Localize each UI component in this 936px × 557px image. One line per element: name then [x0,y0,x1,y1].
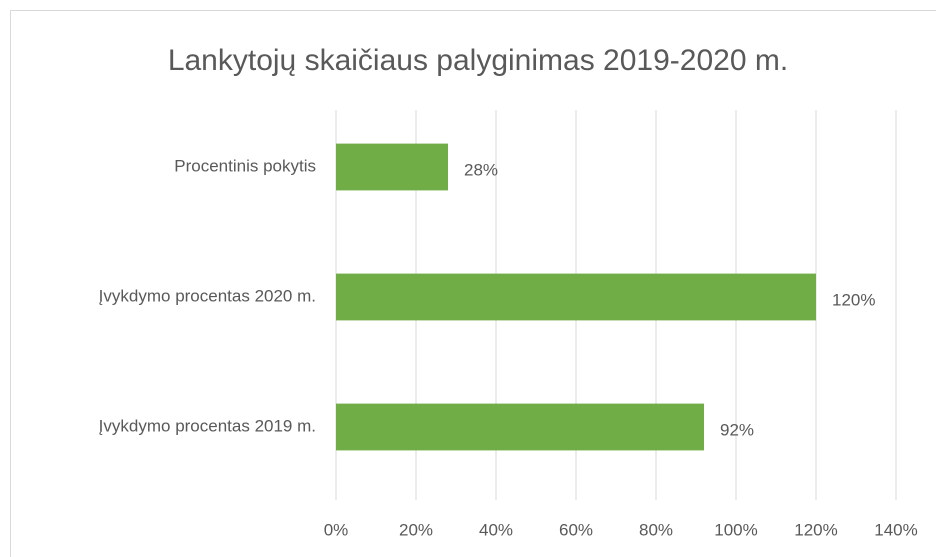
chart-title: Lankytojų skaičiaus palyginimas 2019-202… [168,44,788,77]
x-tick-label: 20% [399,520,433,539]
x-tick-label: 40% [479,520,513,539]
y-tick-label: Įvykdymo procentas 2019 m. [99,416,316,435]
bar [336,403,704,451]
x-tick-label: 60% [559,520,593,539]
x-tick-label: 100% [714,520,757,539]
bar [336,273,816,321]
data-label: 28% [464,160,498,179]
bar [336,143,448,191]
y-tick-label: Įvykdymo procentas 2020 m. [99,286,316,305]
x-tick-label: 140% [874,520,917,539]
x-tick-label: 0% [324,520,349,539]
data-label: 92% [720,420,754,439]
y-tick-label: Procentinis pokytis [174,156,316,175]
x-tick-label: 80% [639,520,673,539]
data-label: 120% [832,290,875,309]
x-tick-label: 120% [794,520,837,539]
